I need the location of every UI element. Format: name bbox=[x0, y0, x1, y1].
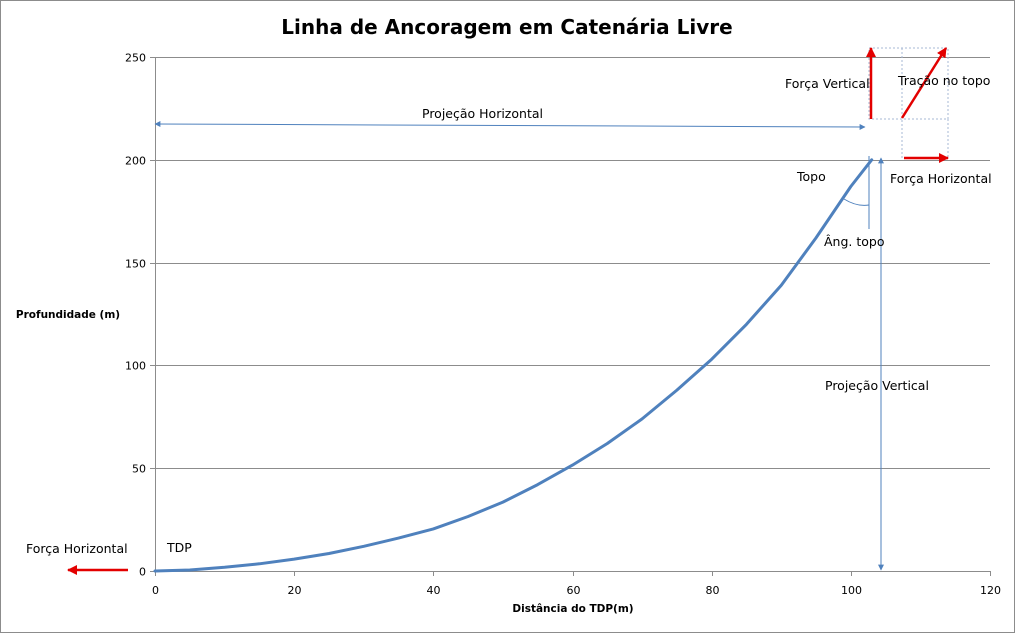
top-angle-arc bbox=[843, 198, 870, 206]
y-axis-title: Profundidade (m) bbox=[16, 309, 120, 321]
x-axis-title: Distância do TDP(m) bbox=[512, 603, 633, 615]
axes bbox=[150, 57, 991, 576]
y-tick-label-200: 200 bbox=[125, 155, 146, 168]
x-tick-label-20: 20 bbox=[288, 584, 302, 597]
label-top-tension: Tração no topo bbox=[897, 73, 990, 88]
label-vertical-projection: Projeção Vertical bbox=[825, 378, 929, 393]
series-line-0 bbox=[153, 158, 874, 573]
y-tick-label-250: 250 bbox=[125, 52, 146, 65]
label-top: Topo bbox=[796, 169, 826, 184]
x-tick-label-100: 100 bbox=[841, 584, 862, 597]
label-top-angle: Âng. topo bbox=[824, 234, 885, 249]
x-tick-label-40: 40 bbox=[427, 584, 441, 597]
y-tick-label-50: 50 bbox=[132, 463, 146, 476]
y-tick-label-0: 0 bbox=[139, 566, 146, 579]
label-vertical-force: Força Vertical bbox=[785, 76, 870, 91]
force-decomposition-box bbox=[868, 47, 949, 120]
x-tick-label-120: 120 bbox=[980, 584, 1001, 597]
x-tick-label-0: 0 bbox=[152, 584, 159, 597]
chart-title: Linha de Ancoragem em Catenária Livre bbox=[281, 15, 732, 39]
y-tick-label-150: 150 bbox=[125, 258, 146, 271]
label-horizontal-projection: Projeção Horizontal bbox=[422, 106, 543, 121]
horizontal-projection-arrow bbox=[154, 121, 866, 130]
grid-lines bbox=[155, 57, 990, 469]
label-horizontal-force-tdp: Força Horizontal bbox=[26, 541, 128, 556]
tick-labels: 0 50 100 150 200 250 0 20 40 60 80 100 120 bbox=[125, 52, 1001, 598]
top-tension-arrow bbox=[900, 47, 948, 119]
label-horizontal-force-top: Força Horizontal bbox=[890, 171, 992, 186]
y-tick-label-100: 100 bbox=[125, 360, 146, 373]
series-layer bbox=[153, 158, 874, 573]
label-tdp: TDP bbox=[166, 540, 192, 555]
x-tick-label-60: 60 bbox=[567, 584, 581, 597]
x-tick-label-80: 80 bbox=[706, 584, 720, 597]
